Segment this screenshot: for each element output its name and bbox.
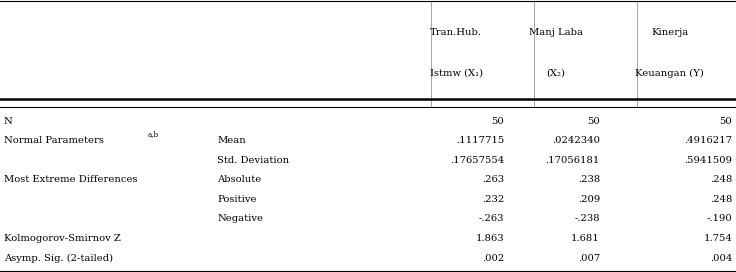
Text: Keuangan (Y): Keuangan (Y): [635, 69, 704, 78]
Text: .248: .248: [710, 195, 732, 204]
Text: .0242340: .0242340: [552, 136, 600, 145]
Text: Positive: Positive: [217, 195, 257, 204]
Text: 50: 50: [720, 116, 732, 126]
Text: Negative: Negative: [217, 214, 263, 224]
Text: 1.754: 1.754: [704, 234, 732, 243]
Text: Kinerja: Kinerja: [651, 28, 688, 37]
Text: (X₂): (X₂): [546, 69, 565, 78]
Text: 50: 50: [587, 116, 600, 126]
Text: 50: 50: [492, 116, 504, 126]
Text: Kolmogorov-Smirnov Z: Kolmogorov-Smirnov Z: [4, 234, 121, 243]
Text: .209: .209: [578, 195, 600, 204]
Text: Asymp. Sig. (2-tailed): Asymp. Sig. (2-tailed): [4, 254, 113, 263]
Text: .004: .004: [710, 254, 732, 263]
Text: a,b: a,b: [147, 130, 158, 138]
Text: Normal Parameters: Normal Parameters: [4, 136, 104, 145]
Text: -.238: -.238: [574, 214, 600, 224]
Text: Istmw (X₁): Istmw (X₁): [430, 69, 483, 78]
Text: Most Extreme Differences: Most Extreme Differences: [4, 175, 137, 184]
Text: .1117715: .1117715: [456, 136, 504, 145]
Text: .4916217: .4916217: [684, 136, 732, 145]
Text: 1.681: 1.681: [571, 234, 600, 243]
Text: .17056181: .17056181: [545, 156, 600, 165]
Text: .248: .248: [710, 175, 732, 184]
Text: N: N: [4, 116, 13, 126]
Text: 1.863: 1.863: [475, 234, 504, 243]
Text: Mean: Mean: [217, 136, 246, 145]
Text: Tran.Hub.: Tran.Hub.: [431, 28, 482, 37]
Text: .238: .238: [578, 175, 600, 184]
Text: .5941509: .5941509: [684, 156, 732, 165]
Text: Manj Laba: Manj Laba: [528, 28, 583, 37]
Text: .17657554: .17657554: [450, 156, 504, 165]
Text: Absolute: Absolute: [217, 175, 261, 184]
Text: .263: .263: [482, 175, 504, 184]
Text: .007: .007: [578, 254, 600, 263]
Text: .232: .232: [482, 195, 504, 204]
Text: Std. Deviation: Std. Deviation: [217, 156, 289, 165]
Text: .002: .002: [482, 254, 504, 263]
Text: -.190: -.190: [707, 214, 732, 224]
Text: -.263: -.263: [478, 214, 504, 224]
